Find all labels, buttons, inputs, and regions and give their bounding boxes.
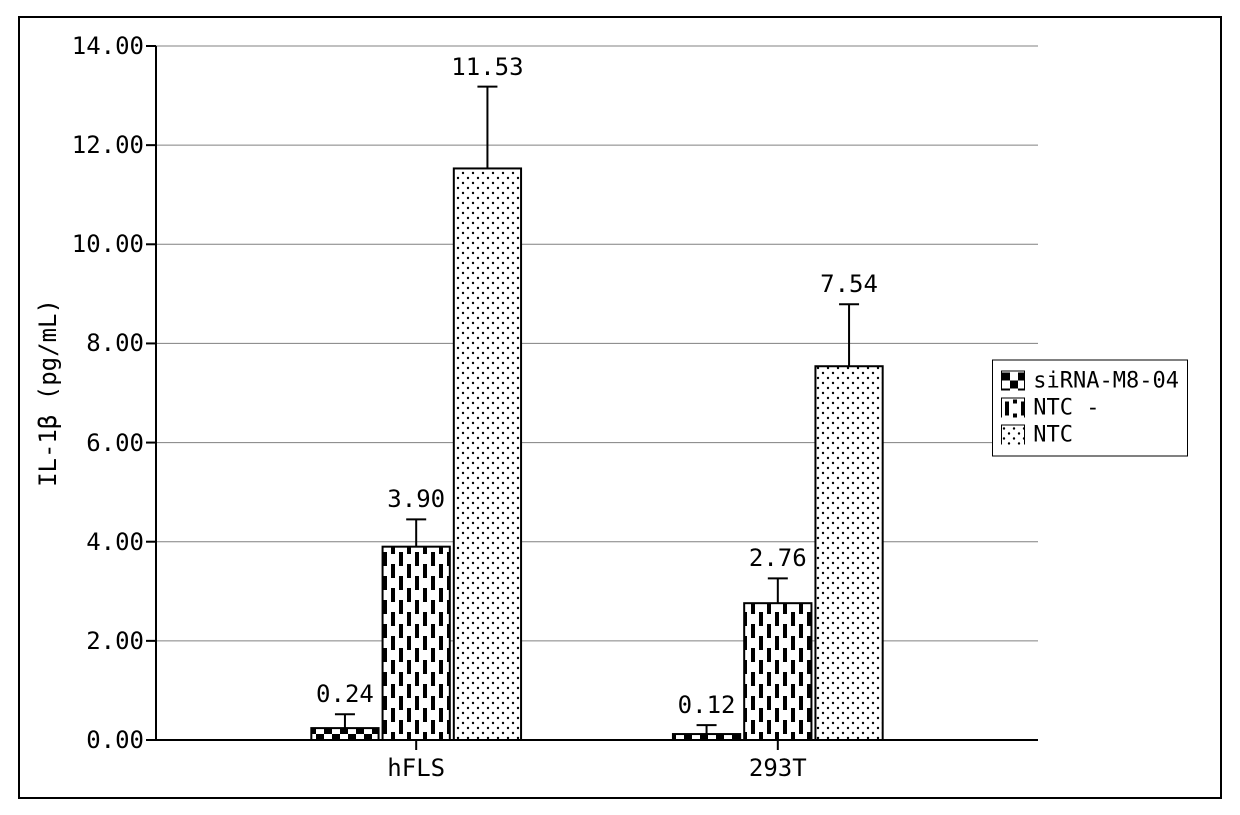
bar-value-label: 11.53 <box>451 53 523 81</box>
y-tick-label: 0.00 <box>86 726 144 754</box>
legend-item: siRNA-M8-04 <box>1001 368 1179 393</box>
y-tick-label: 10.00 <box>72 230 144 258</box>
x-tick-label: 293T <box>749 754 807 782</box>
chart-outer-frame: IL-1β (pg/mL) 0.00 2.00 4.00 6.00 8.00 10.00 1… <box>18 16 1222 799</box>
y-tick-label: 14.00 <box>72 32 144 60</box>
bar <box>454 168 521 740</box>
x-tick-label: hFLS <box>387 754 445 782</box>
y-tick-label: 6.00 <box>86 429 144 457</box>
bar-value-label: 2.76 <box>749 544 807 572</box>
bar-value-label: 0.24 <box>316 680 374 708</box>
plot-area: IL-1β (pg/mL) 0.002.004.006.008.0010.001… <box>156 46 1038 740</box>
bar-value-label: 7.54 <box>820 270 878 298</box>
y-tick-label: 2.00 <box>86 627 144 655</box>
legend-swatch <box>1001 371 1025 391</box>
legend-swatch <box>1001 425 1025 445</box>
chart-svg <box>156 46 1038 740</box>
legend-label: siRNA-M8-04 <box>1033 368 1179 393</box>
y-tick-label: 12.00 <box>72 131 144 159</box>
bar <box>311 728 378 740</box>
legend-label: NTC - <box>1033 395 1099 420</box>
bar-value-label: 0.12 <box>678 691 736 719</box>
legend: siRNA-M8-04NTC -NTC <box>992 359 1188 456</box>
bar-value-label: 3.90 <box>387 485 445 513</box>
legend-item: NTC <box>1001 422 1179 447</box>
bar <box>744 603 811 740</box>
legend-item: NTC - <box>1001 395 1179 420</box>
y-tick-label: 4.00 <box>86 528 144 556</box>
y-tick-label: 8.00 <box>86 329 144 357</box>
bar <box>383 547 450 740</box>
bar <box>815 366 882 740</box>
y-axis-label: IL-1β (pg/mL) <box>34 299 62 487</box>
legend-label: NTC <box>1033 422 1073 447</box>
legend-swatch <box>1001 398 1025 418</box>
